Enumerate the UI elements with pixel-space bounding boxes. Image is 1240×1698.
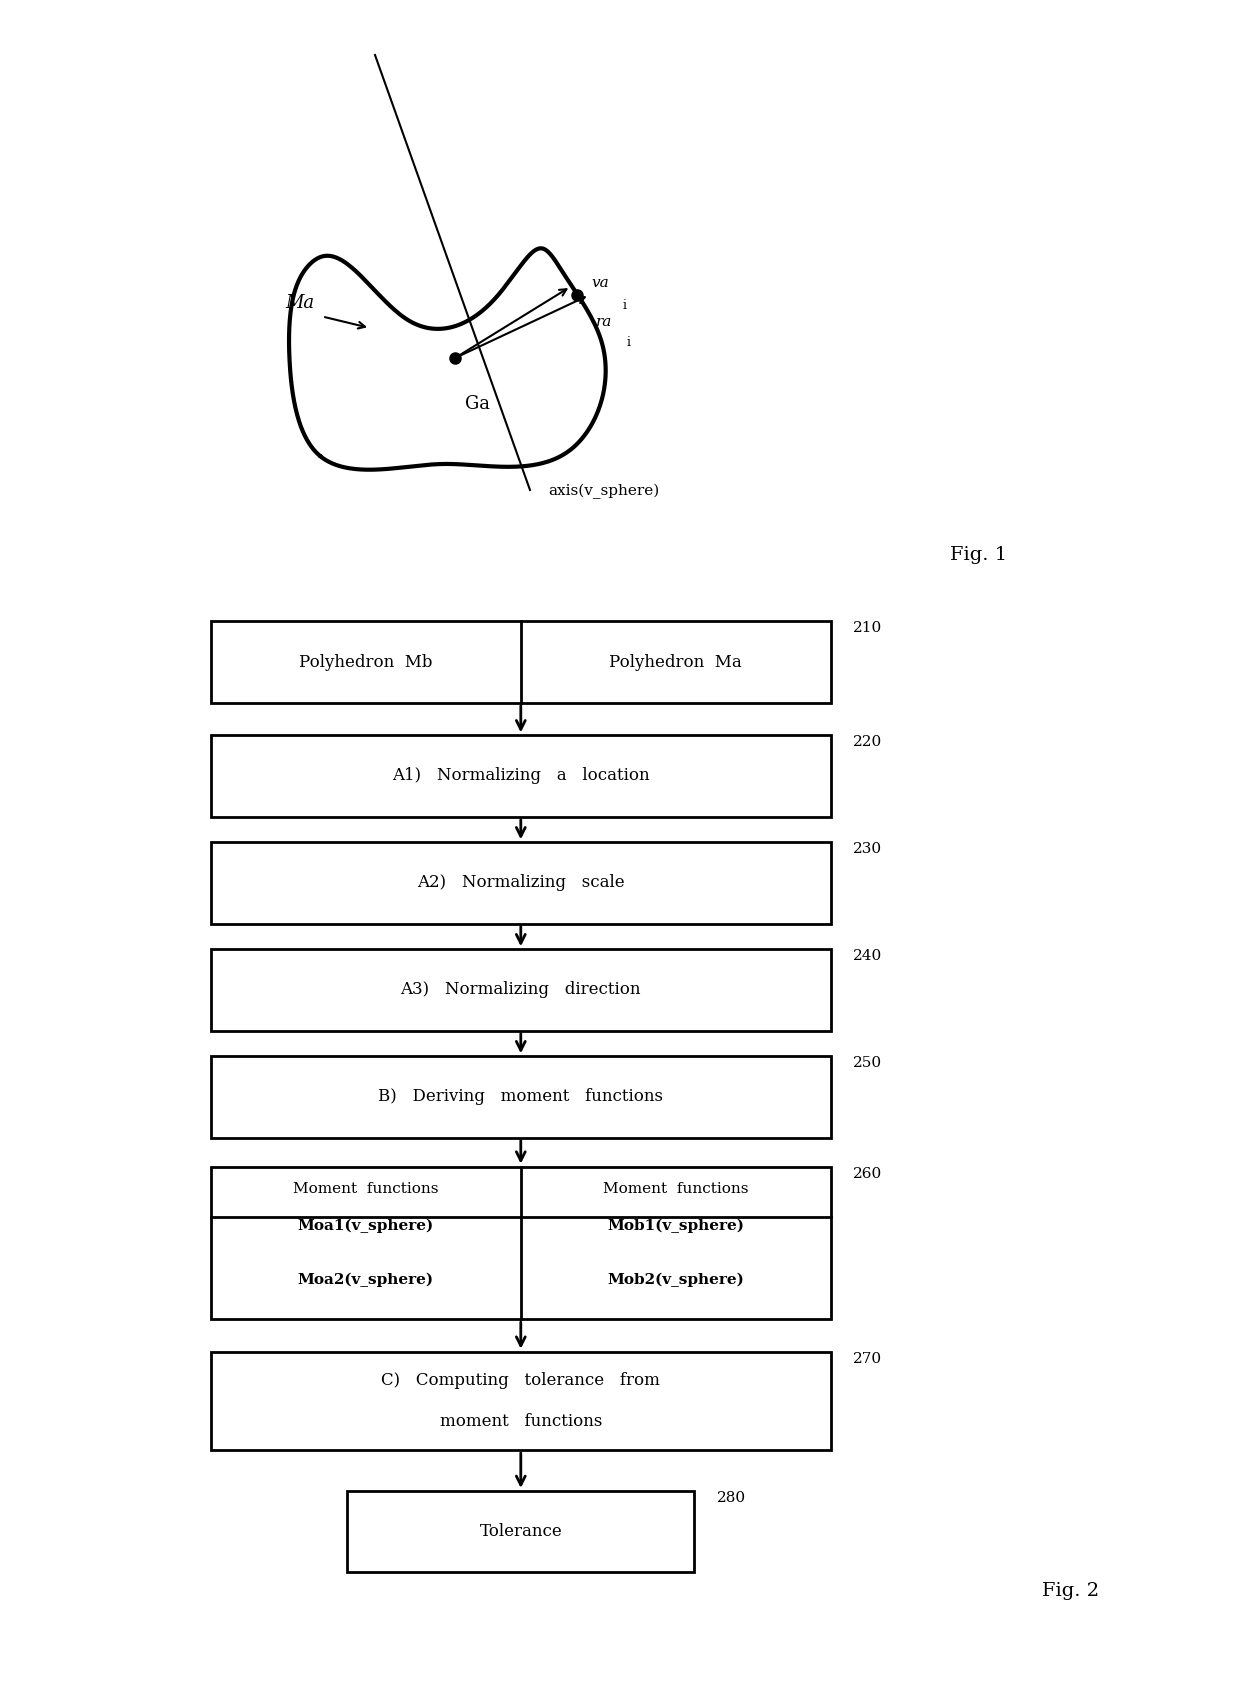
Text: Moa1(v_sphere): Moa1(v_sphere) — [298, 1219, 434, 1233]
Bar — [347, 1491, 694, 1572]
Text: A3)   Normalizing   direction: A3) Normalizing direction — [401, 981, 641, 998]
Text: 230: 230 — [853, 842, 882, 856]
Bar — [211, 949, 831, 1031]
Text: B)   Deriving   moment   functions: B) Deriving moment functions — [378, 1088, 663, 1105]
Text: 210: 210 — [853, 621, 883, 635]
Text: Mob2(v_sphere): Mob2(v_sphere) — [608, 1274, 744, 1287]
Text: Ga: Ga — [465, 396, 490, 413]
Bar — [211, 735, 831, 817]
Text: Moment  functions: Moment functions — [293, 1182, 439, 1195]
Text: A2)   Normalizing   scale: A2) Normalizing scale — [417, 874, 625, 891]
Text: i: i — [622, 299, 627, 312]
Text: 220: 220 — [853, 735, 883, 749]
Bar — [211, 1056, 831, 1138]
Text: Fig. 1: Fig. 1 — [950, 547, 1007, 564]
Text: axis(v_sphere): axis(v_sphere) — [548, 484, 660, 499]
Text: 280: 280 — [717, 1491, 745, 1504]
Text: Fig. 2: Fig. 2 — [1042, 1583, 1099, 1600]
Text: Moment  functions: Moment functions — [603, 1182, 749, 1195]
Text: C)   Computing   tolerance   from: C) Computing tolerance from — [382, 1372, 660, 1389]
Text: Moa2(v_sphere): Moa2(v_sphere) — [298, 1274, 434, 1287]
Text: 260: 260 — [853, 1167, 883, 1180]
Text: i: i — [626, 336, 631, 350]
Text: moment   functions: moment functions — [440, 1413, 601, 1430]
Bar — [211, 1167, 831, 1319]
Text: 240: 240 — [853, 949, 883, 963]
Text: Polyhedron  Mb: Polyhedron Mb — [299, 654, 433, 671]
Text: Ma: Ma — [285, 294, 314, 312]
Text: 270: 270 — [853, 1352, 882, 1365]
Text: va: va — [591, 275, 610, 290]
Text: ra: ra — [595, 314, 613, 329]
Text: Mob1(v_sphere): Mob1(v_sphere) — [608, 1219, 744, 1233]
Bar — [211, 1352, 831, 1450]
Text: A1)   Normalizing   a   location: A1) Normalizing a location — [392, 767, 650, 784]
Text: 250: 250 — [853, 1056, 882, 1070]
Bar — [211, 842, 831, 924]
Bar — [211, 621, 831, 703]
Text: Tolerance: Tolerance — [480, 1523, 562, 1540]
Text: Polyhedron  Ma: Polyhedron Ma — [609, 654, 743, 671]
